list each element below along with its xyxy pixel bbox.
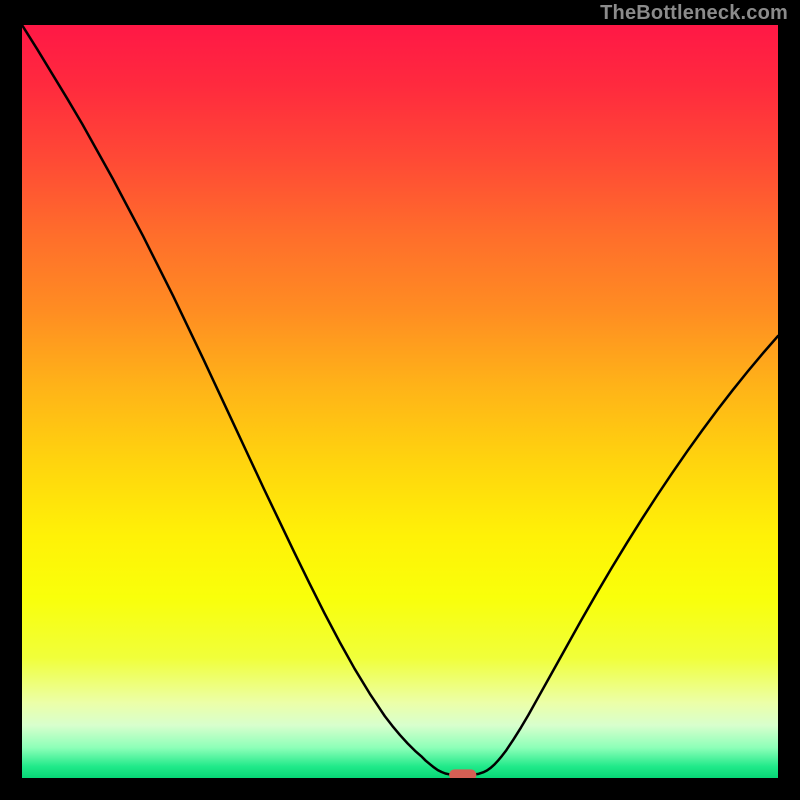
plot-area	[22, 25, 778, 778]
chart-svg	[22, 25, 778, 778]
optimal-marker	[449, 769, 476, 778]
chart-container: TheBottleneck.com	[0, 0, 800, 800]
watermark-text: TheBottleneck.com	[600, 2, 788, 25]
gradient-background	[22, 25, 778, 778]
